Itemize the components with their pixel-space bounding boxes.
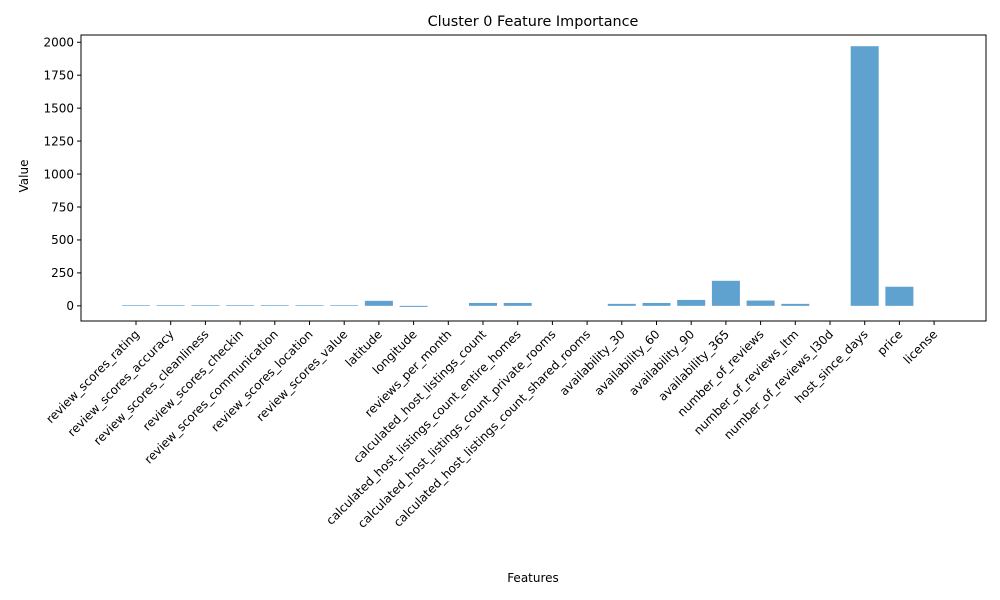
x-axis-label: Features (507, 571, 559, 585)
y-axis-ticks: 0 250 500 750 1000 1250 1500 1750 2000 (43, 36, 81, 313)
bar-review_scores_location (295, 305, 324, 306)
bar-review_scores_accuracy (156, 305, 185, 306)
bar-availability_365 (711, 280, 740, 306)
bar-price (885, 286, 914, 306)
bar-number_of_reviews (746, 300, 775, 306)
bar-longitude (399, 305, 428, 307)
bar-number_of_reviews_ltm (781, 303, 810, 306)
bar-review_scores_value (330, 305, 359, 306)
bar-calculated_host_listings_count (469, 302, 497, 306)
y-tick-label: 1500 (43, 101, 74, 115)
y-tick-label: 1000 (43, 167, 74, 181)
y-tick-label: 1250 (43, 134, 74, 148)
bars-group (122, 46, 914, 307)
bar-review_scores_communication (260, 305, 289, 306)
plot-frame (80, 34, 987, 322)
bar-availability_30 (607, 303, 636, 306)
bar-review_scores_checkin (226, 305, 255, 306)
bar-latitude (364, 300, 393, 306)
bar-host_since_days (850, 46, 879, 306)
y-tick-label: 1750 (43, 68, 74, 82)
y-tick-label: 0 (66, 299, 74, 313)
y-tick-label: 500 (51, 233, 74, 247)
bar-availability_90 (677, 299, 706, 306)
bar-review_scores_cleanliness (191, 305, 220, 306)
bar-availability_60 (642, 302, 671, 306)
y-tick-label: 250 (51, 266, 74, 280)
bar-review_scores_rating (122, 305, 150, 306)
chart-title: Cluster 0 Feature Importance (428, 14, 639, 30)
y-axis-label: Value (17, 160, 31, 193)
bar-calculated_host_listings_count_entire_homes (503, 302, 532, 306)
y-tick-label: 750 (51, 200, 74, 214)
x-axis-ticks: review_scores_ratingreview_scores_accura… (43, 321, 940, 531)
y-tick-label: 2000 (43, 36, 74, 50)
